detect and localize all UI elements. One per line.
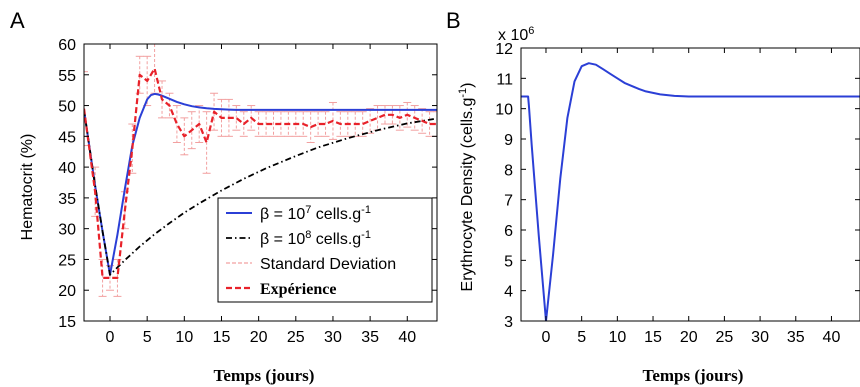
- panel-a-axes-frame: [83, 43, 438, 322]
- panel-a-x-axis-label: Temps (jours): [214, 366, 315, 385]
- panel-b-y-tick-label: 10: [495, 102, 513, 119]
- panel-a-error-bar: [195, 105, 204, 143]
- panel-b-y-tick-label: 5: [504, 253, 513, 270]
- panel-a-error-bar: [269, 111, 278, 137]
- panel-a-y-tick-label: 55: [58, 68, 76, 85]
- panel-a-y-axis-label: Hematocrit (%): [19, 134, 36, 241]
- panel-a-error-bar: [187, 111, 196, 150]
- panel-b-y-tick-label: 6: [504, 223, 513, 240]
- panel-a-series-2-line: [84, 67, 437, 279]
- panel-b-x-tick-label: 20: [680, 329, 698, 346]
- panel-b: B x 106 0 5 10 15 20 25 30 35 40 3 4 5 6 7 8 9 10 11 12 Er…: [446, 8, 860, 385]
- panel-a-x-tick-label: 0: [106, 329, 115, 346]
- panel-a-error-bar: [321, 111, 330, 137]
- panel-a-error-bar: [84, 71, 88, 147]
- panel-a-error-bar: [224, 98, 233, 137]
- panel-a-error-bar: [314, 111, 323, 137]
- panel-a-error-bar: [328, 101, 337, 140]
- panel-b-x-tick-label: 15: [644, 329, 662, 346]
- panel-a-error-bar: [150, 44, 159, 94]
- panel-a-error-bar: [180, 117, 189, 156]
- panel-b-x-tick-label: 0: [542, 329, 551, 346]
- panel-a-x-tick-label: 10: [175, 329, 193, 346]
- panel-a-y-tick-label: 15: [58, 314, 76, 331]
- panel-b-y-tick-label: 11: [496, 71, 513, 88]
- panel-a-y-tick-label: 40: [58, 160, 76, 177]
- panel-a-letter: A: [10, 8, 25, 33]
- panel-b-y-tick-label: 4: [504, 284, 513, 301]
- panel-a-y-tick-label: 35: [58, 191, 76, 208]
- panel-a-x-tick-label: 25: [287, 329, 305, 346]
- panel-b-x-tick-label: 5: [577, 329, 586, 346]
- panel-a-legend: β = 107 cells.g-1 β = 108 cells.g-1 Stan…: [217, 197, 433, 303]
- panel-a-series-0-line: [84, 92, 437, 276]
- panel-b-x-tick-label: 10: [608, 329, 626, 346]
- panel-a-y-tick-label: 25: [58, 252, 76, 269]
- panel-a-series-1-line: [84, 109, 437, 276]
- panel-a-x-tick-label: 15: [213, 329, 231, 346]
- panel-a-error-bar: [262, 111, 271, 137]
- panel-b-y-tick-label: 8: [504, 162, 513, 179]
- panel-a-plot: 0 5 10 15 20 25 30 35 40 15 20 25 30 35 40 45 50 55 60: [58, 37, 438, 346]
- panel-a-y-tick-label: 60: [58, 37, 76, 54]
- panel-a: A 0 5 10 15 20 25 30 35 40 15 20 25 30 35 40 45 50 55 60 H…: [10, 8, 438, 385]
- panel-b-x-axis-label: Temps (jours): [643, 366, 744, 385]
- panel-b-x-tick-label: 30: [751, 329, 769, 346]
- panel-b-x-tick-label: 35: [787, 329, 805, 346]
- panel-b-letter: B: [446, 8, 461, 33]
- legend-box: [217, 197, 433, 303]
- panel-a-error-bar: [232, 105, 241, 131]
- panel-a-error-bar: [210, 92, 219, 131]
- panel-a-error-bar: [158, 80, 167, 119]
- panel-a-x-tick-label: 35: [361, 329, 379, 346]
- panel-a-error-bar: [388, 105, 397, 125]
- panel-a-y-tick-label: 20: [58, 283, 76, 300]
- panel-a-x-tick-label: 20: [250, 329, 268, 346]
- panel-a-error-bar: [380, 105, 389, 125]
- panel-b-y-tick-label: 9: [504, 132, 513, 149]
- panel-b-y-tick-label: 12: [495, 41, 513, 58]
- panel-b-plot: 0 5 10 15 20 25 30 35 40 3 4 5 6 7 8 9 10 11 12: [495, 41, 860, 346]
- legend-entry-experience: Expérience: [260, 281, 336, 298]
- panel-a-x-tick-label: 40: [398, 329, 416, 346]
- panel-a-error-bar: [217, 98, 226, 137]
- panel-a-error-bar: [358, 111, 367, 137]
- panel-b-multiplier: x 106: [498, 25, 534, 44]
- panel-b-axes-frame: [520, 47, 860, 322]
- panel-b-x-tick-label: 40: [823, 329, 841, 346]
- panel-a-x-tick-label: 5: [143, 329, 152, 346]
- panel-a-y-tick-label: 45: [58, 129, 76, 146]
- panel-a-error-bar: [202, 111, 211, 174]
- panel-b-y-axis-label: Erythrocyte Density (cells.g-1): [457, 83, 476, 292]
- panel-a-error-bar: [172, 105, 181, 143]
- legend-entry-std: Standard Deviation: [260, 256, 396, 273]
- panel-b-x-tick-label: 25: [716, 329, 734, 346]
- panel-b-y-tick-label: 3: [504, 314, 513, 331]
- panel-a-x-tick-label: 30: [324, 329, 342, 346]
- panel-b-series-0-line: [521, 62, 860, 321]
- legend-entry-beta8: β = 108 cells.g-1: [260, 229, 371, 248]
- legend-entry-beta7: β = 107 cells.g-1: [260, 204, 371, 223]
- panel-a-y-tick-label: 50: [58, 99, 76, 116]
- panel-a-y-tick-label: 30: [58, 222, 76, 239]
- panel-b-y-tick-label: 7: [504, 193, 513, 210]
